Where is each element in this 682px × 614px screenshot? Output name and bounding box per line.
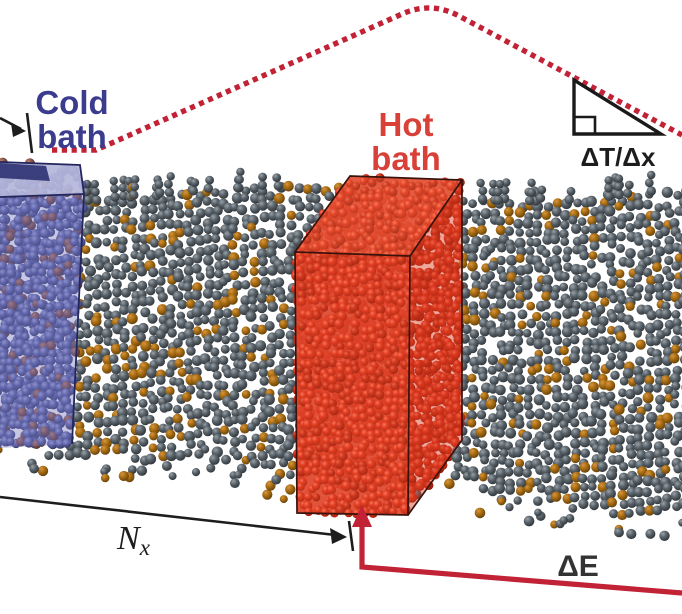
pointer-arrow-tick — [25, 112, 34, 154]
nx-label-symbol: N — [116, 520, 142, 557]
hot-bath-label-line1: Hot — [379, 106, 434, 143]
pointer-arrowhead-icon — [11, 123, 26, 137]
cold-box-front-face — [0, 193, 84, 448]
nx-arrow-shaft — [0, 495, 341, 537]
cold-bath-pointer-arrow — [0, 112, 34, 154]
cold-bath-label-line2: bath — [37, 118, 107, 155]
nx-label: Nx — [116, 520, 151, 560]
hot-bath-label-line2: bath — [371, 140, 441, 177]
energy-arrowhead-icon — [352, 505, 372, 527]
hot-bath-box — [291, 173, 466, 519]
nx-dimension-arrow — [0, 495, 355, 552]
hot-box-edges — [294, 175, 464, 516]
nx-label-subscript: x — [139, 535, 151, 560]
cold-bath-label-line1: Cold — [35, 84, 108, 121]
hot-box-side-face — [408, 180, 462, 515]
hot-box-front-face — [295, 252, 410, 515]
nx-arrow-tick — [347, 520, 355, 552]
gradient-label: ΔT/Δx — [581, 142, 656, 172]
slope-triangle-outline — [572, 76, 667, 136]
energy-label: ΔE — [557, 550, 599, 583]
cold-bath-box — [0, 157, 88, 450]
slope-triangle — [572, 76, 667, 136]
energy-arrow-line — [359, 524, 682, 596]
hot-box-top-face — [295, 176, 462, 256]
nx-arrowhead-icon — [330, 528, 347, 544]
right-angle-marker — [574, 115, 597, 134]
cold-box-top-shadow — [0, 163, 50, 181]
cold-box-edges — [0, 161, 85, 445]
energy-arrow — [352, 505, 682, 596]
temperature-profile-dotted-line — [52, 5, 682, 153]
